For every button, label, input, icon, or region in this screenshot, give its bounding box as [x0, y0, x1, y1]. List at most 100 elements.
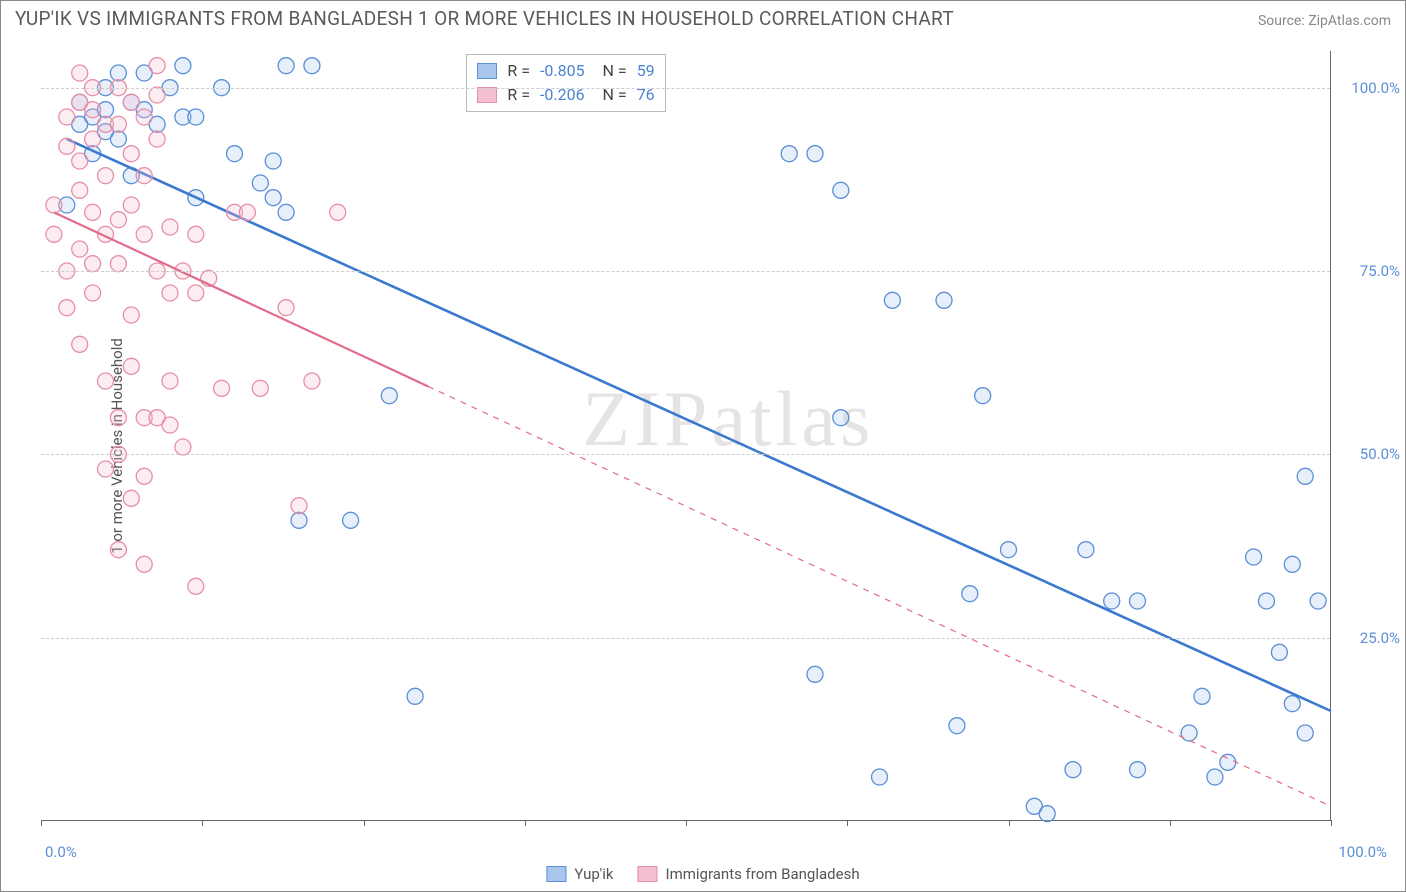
data-point	[162, 285, 178, 301]
bottom-legend-label: Immigrants from Bangladesh	[666, 865, 860, 883]
x-tick	[364, 820, 365, 826]
legend-swatch	[477, 63, 497, 79]
data-point	[1104, 593, 1120, 609]
x-tick	[686, 820, 687, 826]
data-point	[833, 410, 849, 426]
data-point	[962, 586, 978, 602]
data-point	[304, 373, 320, 389]
data-point	[227, 146, 243, 162]
data-point	[1246, 549, 1262, 565]
data-point	[98, 461, 114, 477]
data-point	[291, 512, 307, 528]
data-point	[110, 256, 126, 272]
data-point	[407, 688, 423, 704]
data-point	[162, 219, 178, 235]
data-point	[123, 307, 139, 323]
x-tick	[41, 820, 42, 826]
data-point	[781, 146, 797, 162]
data-point	[833, 182, 849, 198]
data-point	[59, 138, 75, 154]
data-point	[110, 131, 126, 147]
data-point	[807, 146, 823, 162]
data-point	[239, 204, 255, 220]
data-point	[149, 87, 165, 103]
data-point	[936, 292, 952, 308]
y-tick-label: 75.0%	[1340, 262, 1400, 280]
legend-n-label: N =	[595, 83, 627, 107]
data-point	[72, 65, 88, 81]
data-point	[949, 718, 965, 734]
data-point	[1039, 806, 1055, 822]
data-point	[188, 285, 204, 301]
gridline-h	[41, 638, 1330, 639]
title-bar: YUP'IK VS IMMIGRANTS FROM BANGLADESH 1 O…	[15, 7, 1391, 30]
data-point	[1297, 725, 1313, 741]
data-point	[59, 109, 75, 125]
data-point	[98, 168, 114, 184]
data-point	[343, 512, 359, 528]
legend-stats-box: R = -0.805 N = 59R = -0.206 N = 76	[466, 54, 665, 112]
data-point	[252, 175, 268, 191]
data-point	[136, 168, 152, 184]
data-point	[1078, 542, 1094, 558]
data-point	[975, 388, 991, 404]
data-point	[291, 498, 307, 514]
data-point	[188, 226, 204, 242]
data-point	[1297, 468, 1313, 484]
data-point	[1181, 725, 1197, 741]
data-point	[123, 358, 139, 374]
trend-line-solid	[67, 139, 1331, 711]
data-point	[214, 380, 230, 396]
x-tick	[202, 820, 203, 826]
data-point	[1207, 769, 1223, 785]
x-tick	[525, 820, 526, 826]
bottom-legend-item: Yup'ik	[546, 865, 613, 883]
data-point	[381, 388, 397, 404]
data-point	[188, 109, 204, 125]
data-point	[807, 666, 823, 682]
data-point	[72, 336, 88, 352]
legend-r-label: R =	[507, 59, 530, 83]
legend-swatch	[477, 87, 497, 103]
data-point	[136, 109, 152, 125]
legend-r-value: -0.805	[540, 59, 585, 83]
data-point	[1130, 593, 1146, 609]
data-point	[162, 417, 178, 433]
x-axis-max-label: 100.0%	[1338, 843, 1387, 861]
data-point	[1284, 556, 1300, 572]
y-tick-label: 50.0%	[1340, 445, 1400, 463]
legend-n-label: N =	[595, 59, 627, 83]
data-point	[1001, 542, 1017, 558]
data-point	[136, 468, 152, 484]
gridline-h	[41, 88, 1330, 89]
data-point	[175, 439, 191, 455]
data-point	[85, 131, 101, 147]
data-point	[278, 300, 294, 316]
data-point	[110, 410, 126, 426]
data-point	[188, 578, 204, 594]
bottom-legend-label: Yup'ik	[574, 865, 613, 883]
data-point	[149, 58, 165, 74]
data-point	[123, 197, 139, 213]
legend-swatch	[546, 866, 566, 882]
data-point	[872, 769, 888, 785]
data-point	[149, 131, 165, 147]
gridline-h	[41, 271, 1330, 272]
data-point	[72, 153, 88, 169]
data-point	[1194, 688, 1210, 704]
data-point	[59, 300, 75, 316]
data-point	[85, 256, 101, 272]
bottom-legend: Yup'ik Immigrants from Bangladesh	[546, 865, 859, 883]
data-point	[136, 226, 152, 242]
chart-container: YUP'IK VS IMMIGRANTS FROM BANGLADESH 1 O…	[0, 0, 1406, 892]
data-point	[1310, 593, 1326, 609]
x-tick	[1331, 820, 1332, 826]
data-point	[1259, 593, 1275, 609]
legend-r-value: -0.206	[540, 83, 585, 107]
data-point	[330, 204, 346, 220]
data-point	[265, 190, 281, 206]
data-point	[162, 373, 178, 389]
trend-line-solid	[54, 212, 428, 386]
source-label: Source: ZipAtlas.com	[1258, 13, 1391, 29]
data-point	[85, 204, 101, 220]
